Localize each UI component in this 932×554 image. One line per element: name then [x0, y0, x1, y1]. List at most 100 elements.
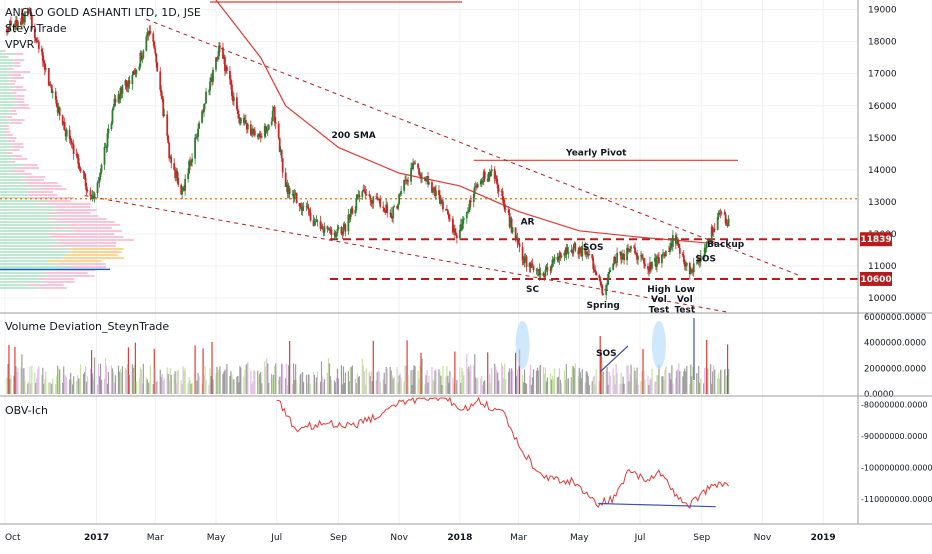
candle-body	[629, 248, 631, 251]
volume-bar	[125, 370, 128, 394]
candle-body	[166, 114, 169, 136]
volume-bar	[152, 383, 154, 394]
candle-body	[691, 269, 694, 273]
candle-body	[507, 209, 510, 213]
candle-body	[169, 156, 172, 159]
time-tick-5: Sep	[330, 533, 347, 543]
volume-bar	[238, 382, 240, 394]
candle-body	[100, 164, 103, 172]
candle-body	[510, 218, 513, 233]
vpvr-bar	[27, 191, 54, 193]
candle-body	[571, 249, 574, 254]
volume-bar	[119, 369, 122, 394]
candle-body	[670, 243, 673, 248]
volume-bar	[491, 367, 493, 394]
vpvr-bar	[30, 197, 74, 199]
script-name[interactable]: SteynTrade	[5, 22, 67, 35]
volume-bar	[13, 375, 15, 394]
volume-bar	[657, 375, 659, 394]
volume-bar	[530, 384, 533, 394]
candle-body	[480, 180, 483, 183]
volume-bar	[126, 364, 129, 394]
vpvr-bar	[15, 98, 24, 100]
volume-bar	[208, 384, 210, 394]
volume-bar	[226, 364, 228, 394]
volume-bar	[591, 381, 593, 394]
vpvr-bar	[0, 242, 61, 244]
candle-body	[550, 265, 553, 271]
volume-bar	[508, 371, 510, 394]
candle-body	[287, 188, 290, 194]
candle-body	[279, 150, 282, 152]
vpvr-bar	[0, 80, 10, 82]
candle-body	[170, 156, 173, 164]
candle-body	[654, 257, 656, 262]
volume-bar	[592, 376, 594, 394]
volume-bar	[630, 364, 632, 394]
volume-bar	[89, 368, 92, 394]
volume-bar	[481, 375, 483, 394]
vpvr-label[interactable]: VPVR	[5, 38, 35, 51]
vpvr-bar	[16, 95, 25, 97]
annotation-8: Low	[675, 285, 695, 295]
candle-body	[523, 257, 526, 264]
volume-bar	[502, 366, 504, 394]
volume-bar	[377, 370, 379, 394]
candle-body	[643, 258, 645, 264]
symbol-title[interactable]: ANGLO GOLD ASHANTI LTD, 1D, JSE	[5, 6, 201, 19]
candle-body	[278, 137, 281, 152]
vpvr-bar	[0, 185, 29, 187]
volume-bar	[497, 372, 499, 394]
vpvr-bar	[0, 218, 48, 220]
volume-bar	[400, 377, 402, 394]
candle-body	[537, 269, 540, 271]
candle-body	[627, 247, 629, 252]
candle-body	[719, 212, 722, 214]
volume-bar	[195, 379, 197, 394]
volume-bar	[349, 366, 351, 394]
volume-bar	[405, 365, 407, 394]
vpvr-bar	[0, 146, 13, 148]
candle-body	[298, 203, 301, 207]
volume-bar	[531, 377, 534, 394]
volume-bar	[24, 380, 26, 394]
vpvr-bar	[51, 227, 112, 229]
volume-bar	[280, 376, 282, 394]
volume-bar	[204, 365, 206, 394]
vpvr-bar	[47, 260, 102, 262]
candle-body	[495, 175, 498, 184]
candle-body	[599, 277, 602, 282]
volume-bar	[187, 383, 189, 394]
volume-bar	[375, 380, 377, 394]
volume-bar	[224, 369, 226, 394]
candle-body	[139, 52, 142, 67]
volume-pane-title[interactable]: Volume Deviation_SteynTrade	[5, 320, 170, 333]
candle-body	[621, 255, 623, 260]
vpvr-bar	[0, 272, 44, 274]
volume-bar	[182, 366, 184, 394]
candle-body	[249, 124, 252, 135]
candle-body	[602, 293, 605, 295]
volume-bar	[390, 370, 392, 394]
candle-body	[493, 169, 496, 179]
candle-body	[131, 75, 134, 85]
volume-bar	[386, 368, 388, 394]
volume-bar	[37, 368, 39, 394]
volume-bar	[336, 368, 339, 394]
candle-body	[323, 226, 326, 233]
obv-pane-title[interactable]: OBV-Ich	[5, 404, 48, 417]
candle-body	[647, 266, 649, 270]
volume-bar	[598, 381, 600, 394]
candle-body	[281, 158, 284, 173]
volume-bar	[528, 375, 531, 394]
volume-bar	[677, 369, 679, 394]
volume-bar	[412, 369, 414, 394]
vpvr-bar	[10, 77, 24, 79]
vpvr-bar	[0, 158, 16, 160]
volume-bar	[477, 377, 479, 394]
volume-bar	[350, 367, 352, 394]
volume-bar	[684, 368, 686, 394]
candle-body	[483, 171, 486, 179]
candle-body	[704, 247, 707, 249]
